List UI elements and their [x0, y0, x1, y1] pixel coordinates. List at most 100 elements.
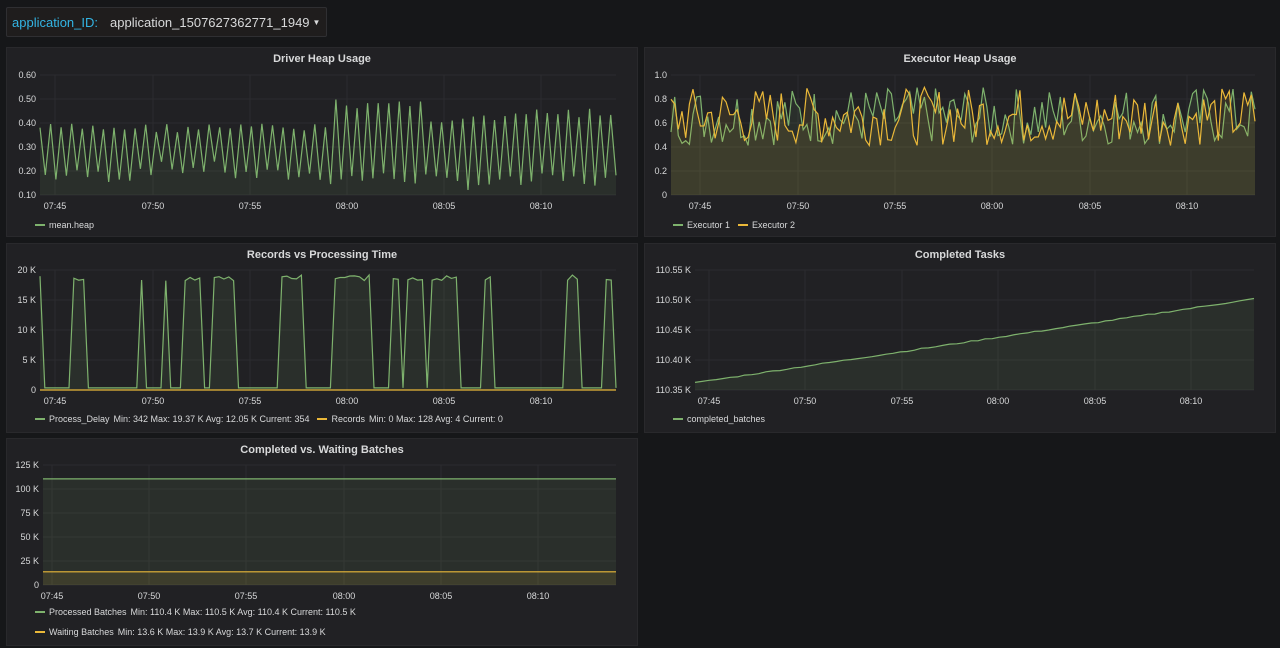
panel-title[interactable]: Completed vs. Waiting Batches	[240, 444, 404, 456]
x-tick-label: 08:05	[433, 201, 456, 211]
legend: Waiting Batches Min: 13.6 K Max: 13.9 K A…	[35, 627, 334, 637]
y-tick-label: 0	[34, 580, 39, 590]
y-tick-label: 0.4	[654, 142, 667, 152]
legend-item[interactable]: mean.heap	[35, 220, 94, 230]
series-area	[43, 478, 616, 585]
panel-title[interactable]: Executor Heap Usage	[903, 53, 1017, 65]
x-tick-label: 07:50	[787, 201, 810, 211]
y-tick-label: 0.30	[18, 142, 36, 152]
legend-swatch[interactable]	[35, 611, 45, 613]
x-tick-label: 07:45	[698, 396, 721, 406]
x-tick-label: 07:55	[884, 201, 907, 211]
legend-series-name[interactable]: Process_Delay	[49, 414, 110, 424]
chart-svg: 0.60 0.50 0.40 0.30 0.20 0.10 07:45 07:50 07:55 0…	[18, 70, 617, 211]
x-tick-label: 07:55	[235, 591, 258, 601]
legend-series-name[interactable]: Processed Batches	[49, 607, 127, 617]
x-tick-label: 08:00	[981, 201, 1004, 211]
chart-svg: 1.0 0.8 0.6 0.4 0.2 0 07:45 07:50 07:55 08:00 08:0…	[654, 70, 1256, 211]
y-tick-label: 0.8	[654, 94, 667, 104]
legend-swatch[interactable]	[673, 224, 683, 226]
x-tick-label: 08:00	[336, 201, 359, 211]
legend-item[interactable]: Process_Delay Min: 342 Max: 19.37 K Avg: …	[35, 414, 309, 424]
chart-svg: 125 K 100 K 75 K 50 K 25 K 007:45 07:50 07:55 08…	[15, 460, 616, 601]
legend-item[interactable]: Processed Batches Min: 110.4 K Max: 110.5…	[35, 607, 356, 617]
y-tick-label: 0.6	[654, 118, 667, 128]
x-tick-label: 07:50	[142, 201, 165, 211]
y-tick-label: 50 K	[20, 532, 39, 542]
y-tick-label: 0.20	[18, 166, 36, 176]
legend-item[interactable]: Executor 1	[673, 220, 730, 230]
series-line-mean-heap[interactable]	[39, 99, 617, 190]
chart-svg: 20 K 15 K 10 K 5 K 0 07:45 07:50 07:55 08:00 08:0…	[17, 265, 617, 406]
y-tick-label: 0.50	[18, 94, 36, 104]
panel-title[interactable]: Completed Tasks	[914, 249, 1006, 261]
y-tick-label: 1.0	[654, 70, 667, 80]
x-tick-label: 07:45	[41, 591, 64, 601]
legend-swatch[interactable]	[738, 224, 749, 226]
legend-swatch[interactable]	[35, 418, 45, 420]
y-tick-label: 25 K	[20, 556, 39, 566]
y-tick-label: 0	[662, 190, 667, 200]
panel-executor-heap-usage: 1.0 0.8 0.6 0.4 0.2 0 07:45 07:50 07:55 08:00 08:0…	[644, 47, 1276, 237]
legend-swatch[interactable]	[35, 631, 45, 633]
y-tick-label: 0.2	[654, 166, 667, 176]
x-tick-label: 08:10	[1176, 201, 1199, 211]
panel-driver-heap-usage: 0.60 0.50 0.40 0.30 0.20 0.10 07:45 07:50 07:55 0…	[6, 47, 638, 237]
y-tick-label: 0	[31, 385, 36, 395]
legend-series-name[interactable]: completed_batches	[687, 414, 766, 424]
caret-down-icon[interactable]: ▼	[312, 17, 321, 27]
legend-series-name[interactable]: Executor 2	[752, 220, 796, 230]
legend: Processed Batches Min: 110.4 K Max: 110.5…	[35, 607, 364, 617]
legend-swatch[interactable]	[35, 224, 45, 226]
x-tick-label: 08:05	[430, 591, 453, 601]
series-line-executor-2[interactable]	[670, 85, 1256, 148]
panel-title[interactable]: Records vs Processing Time	[246, 249, 398, 261]
legend-series-name[interactable]: mean.heap	[49, 220, 95, 230]
y-tick-label: 100 K	[15, 484, 39, 494]
panel-completed-tasks: 110.55 K 110.50 K 110.45 K 110.40 K 110.35 K…	[644, 243, 1276, 433]
y-tick-label: 110.35 K	[656, 385, 691, 395]
legend-item[interactable]: Waiting Batches Min: 13.6 K Max: 13.9 K A…	[35, 627, 326, 637]
series-line-completed-batches[interactable]	[694, 297, 1255, 383]
x-tick-label: 08:00	[336, 396, 359, 406]
x-tick-label: 08:10	[530, 396, 553, 406]
legend-item[interactable]: Executor 2	[738, 220, 795, 230]
legend-item[interactable]: Records Min: 0 Max: 128 Avg: 4 Current: 0	[317, 414, 503, 424]
x-tick-label: 08:05	[433, 396, 456, 406]
legend-series-name[interactable]: Records	[331, 414, 365, 424]
variable-value[interactable]: application_1507627362771_1949	[110, 14, 310, 30]
series-area	[671, 87, 1255, 195]
panel-records-vs-processing-time: 20 K 15 K 10 K 5 K 0 07:45 07:50 07:55 08:00 08:0…	[6, 243, 638, 433]
chart-svg: 110.55 K 110.50 K 110.45 K 110.40 K 110.35 K…	[656, 265, 1255, 406]
x-tick-label: 08:10	[527, 591, 550, 601]
x-tick-label: 08:05	[1084, 396, 1107, 406]
y-tick-label: 110.50 K	[656, 295, 691, 305]
legend: completed_batches	[673, 414, 773, 424]
y-tick-label: 75 K	[20, 508, 39, 518]
legend-stats: Min: 110.4 K Max: 110.5 K Avg: 110.4 K C…	[130, 607, 356, 617]
legend-item[interactable]: completed_batches	[673, 414, 765, 424]
series-line-process-delay[interactable]	[39, 273, 617, 389]
series-area	[695, 298, 1254, 390]
y-tick-label: 15 K	[17, 295, 36, 305]
x-tick-label: 07:50	[142, 396, 165, 406]
x-tick-label: 07:50	[794, 396, 817, 406]
x-tick-label: 07:45	[44, 201, 67, 211]
variable-dropdown[interactable]: application_1507627362771_1949 ▼	[106, 15, 326, 30]
legend-series-name[interactable]: Executor 1	[687, 220, 731, 230]
y-tick-label: 10 K	[17, 325, 36, 335]
legend-swatch[interactable]	[673, 418, 683, 420]
y-tick-label: 110.40 K	[656, 355, 691, 365]
y-tick-label: 0.40	[18, 118, 36, 128]
series-area	[43, 571, 616, 585]
legend-series-name[interactable]: Waiting Batches	[49, 627, 114, 637]
legend-stats: Min: 342 Max: 19.37 K Avg: 12.05 K Curre…	[113, 414, 310, 424]
y-tick-label: 110.45 K	[656, 325, 691, 335]
legend: Process_Delay Min: 342 Max: 19.37 K Avg: …	[35, 414, 511, 424]
legend-swatch[interactable]	[317, 418, 328, 420]
x-tick-label: 08:00	[987, 396, 1010, 406]
template-variable-bar: application_ID: application_150762736277…	[6, 7, 328, 37]
x-tick-label: 08:00	[333, 591, 356, 601]
panel-title[interactable]: Driver Heap Usage	[273, 53, 371, 65]
y-tick-label: 0.10	[18, 190, 36, 200]
